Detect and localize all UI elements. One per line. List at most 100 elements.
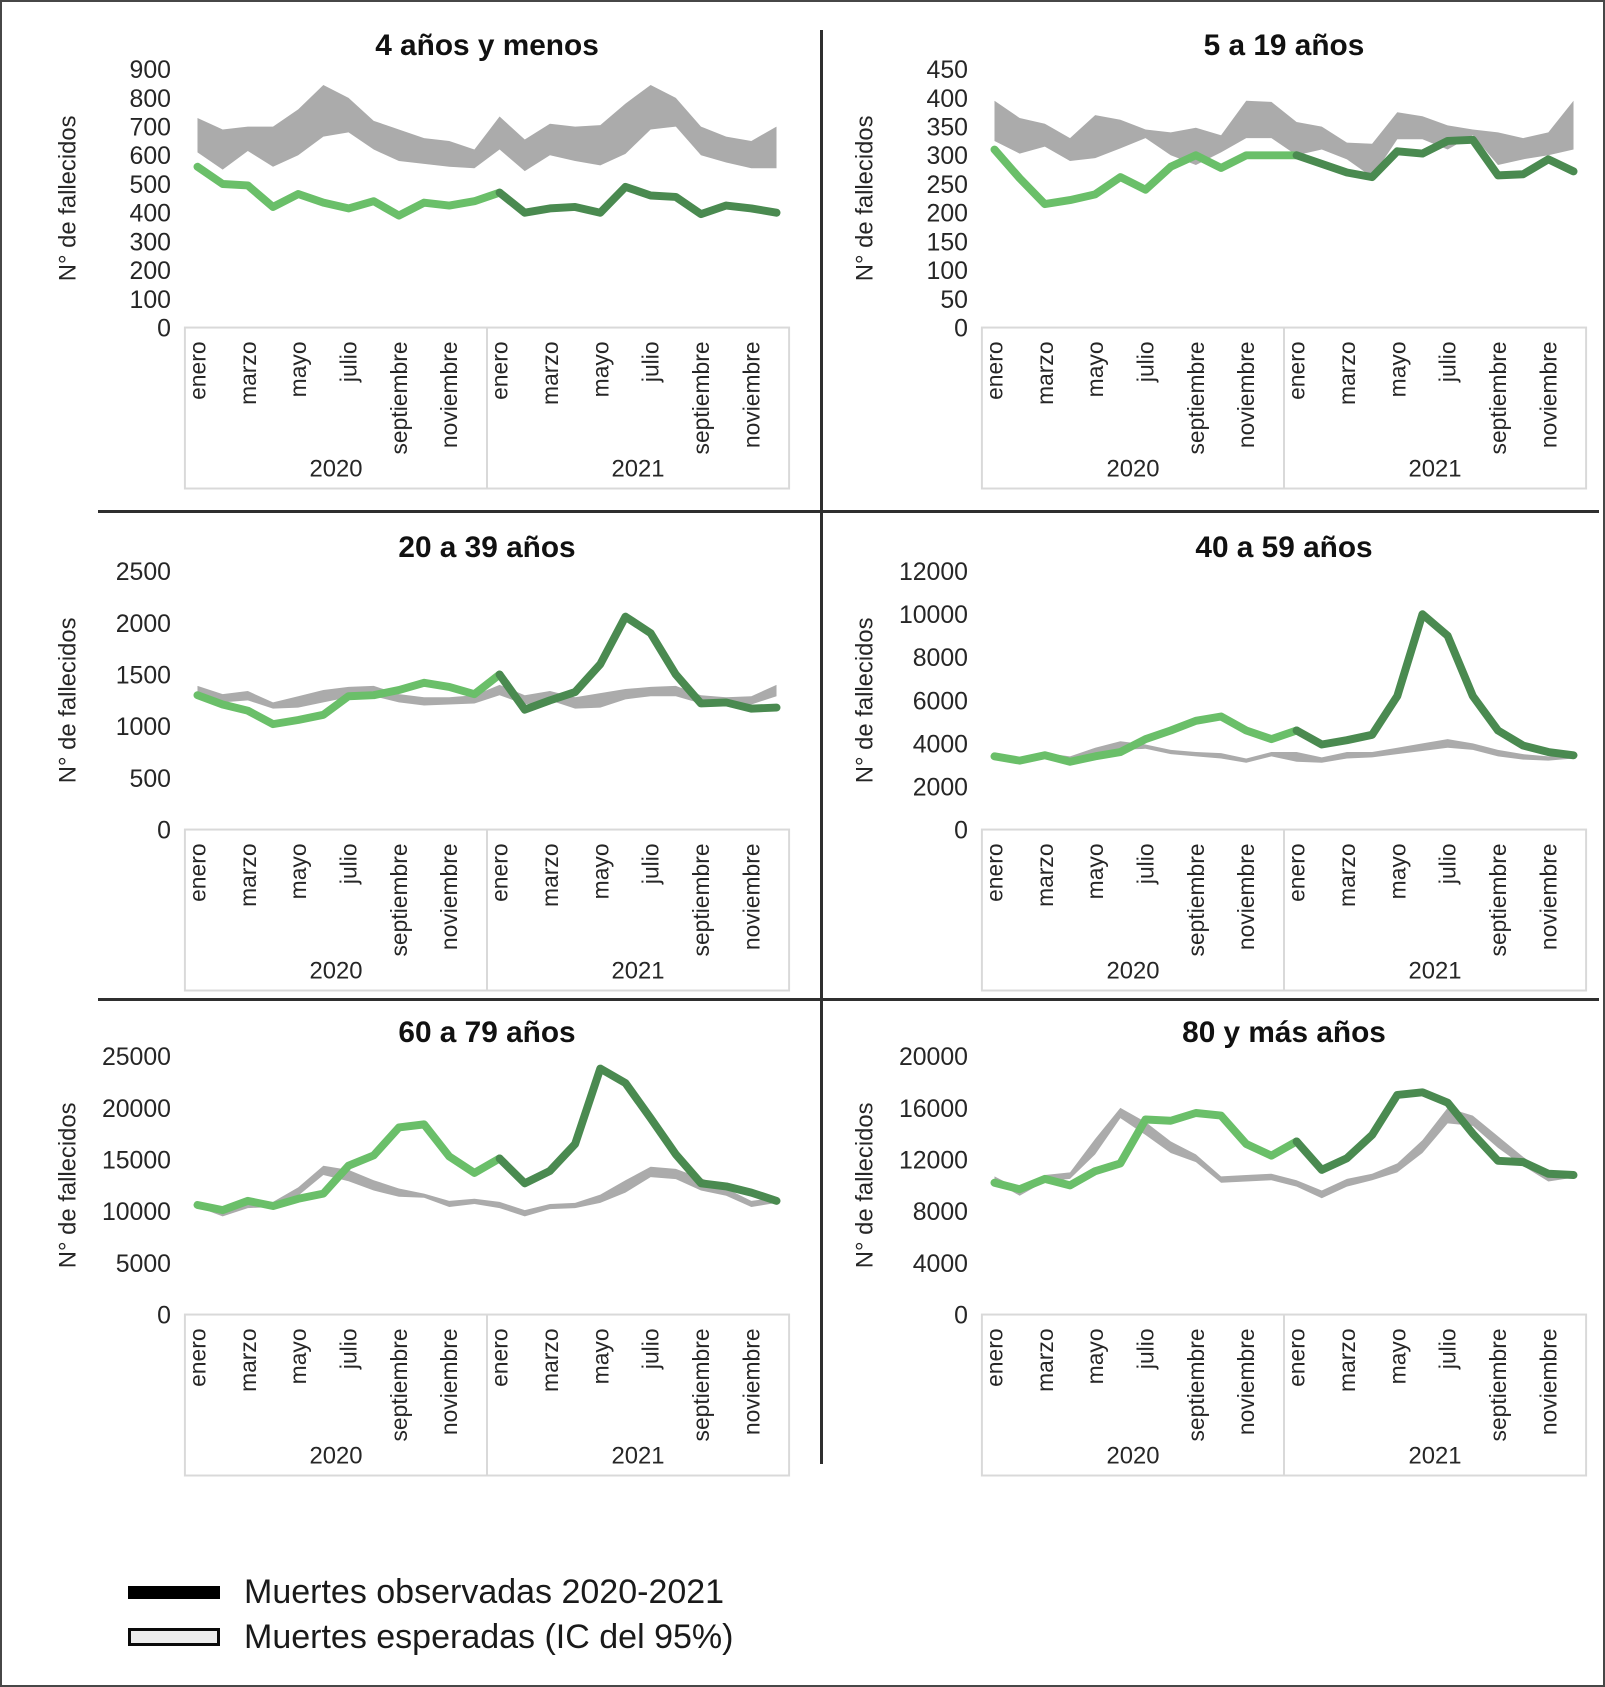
y-tick-label: 10000 <box>899 602 968 629</box>
x-tick-month: julio <box>1435 341 1461 383</box>
y-tick-label: 300 <box>927 143 968 170</box>
x-tick-month: marzo <box>1334 1328 1360 1391</box>
x-tick-year: 2020 <box>1106 456 1159 483</box>
observed-line-2020 <box>990 1109 1301 1194</box>
observed-line-2021 <box>495 182 781 219</box>
y-axis-title: N° de fallecidos <box>55 1102 82 1268</box>
x-tick-month: septiembre <box>386 1328 412 1441</box>
observed-line-2020 <box>990 145 1301 209</box>
y-tick-label: 0 <box>157 315 171 342</box>
legend-label-observed: Muertes observadas 2020-2021 <box>244 1572 725 1611</box>
divider-vertical <box>820 30 823 1464</box>
expected-band <box>994 100 1574 178</box>
y-tick-label: 5000 <box>116 1251 171 1278</box>
y-axis-title: N° de fallecidos <box>852 115 879 281</box>
x-tick-year: 2021 <box>612 958 665 985</box>
x-tick-month: marzo <box>235 341 261 404</box>
y-tick-label: 2000 <box>913 774 968 801</box>
x-tick-year: 2021 <box>1409 958 1462 985</box>
x-tick-month: enero <box>184 1328 210 1386</box>
x-tick-month: noviembre <box>1233 341 1259 448</box>
y-tick-label: 25000 <box>102 1044 171 1071</box>
x-tick-month: enero <box>981 1328 1007 1386</box>
x-tick-month: enero <box>1284 341 1310 399</box>
x-tick-month: enero <box>487 843 513 901</box>
x-tick-month: noviembre <box>738 1328 764 1435</box>
x-tick-month: julio <box>336 1328 362 1370</box>
x-tick-month: septiembre <box>1183 341 1209 454</box>
x-tick-month: marzo <box>235 843 261 906</box>
observed-line-2021 <box>495 1064 781 1205</box>
x-tick-month: septiembre <box>688 1328 714 1441</box>
y-tick-label: 4000 <box>913 1251 968 1278</box>
x-tick-month: septiembre <box>688 843 714 956</box>
y-tick-label: 8000 <box>913 645 968 672</box>
chart-canvas-20-39: 20 a 39 años 0 500 1000 1500 2000 2500 N° de fa… <box>55 531 791 992</box>
y-tick-label: 2500 <box>116 559 171 586</box>
y-tick-label: 100 <box>130 287 171 314</box>
x-tick-month: noviembre <box>738 843 764 950</box>
y-tick-label: 1000 <box>116 714 171 741</box>
y-tick-label: 900 <box>130 57 171 84</box>
x-tick-month: enero <box>184 843 210 901</box>
x-tick-month: marzo <box>1032 843 1058 906</box>
x-tick-month: noviembre <box>1535 341 1561 448</box>
observed-line-2020 <box>193 670 504 729</box>
y-tick-label: 450 <box>927 57 968 84</box>
observed-line-2021 <box>1292 135 1578 182</box>
x-tick-month: mayo <box>1082 341 1108 397</box>
x-tick-year: 2021 <box>1409 456 1462 483</box>
y-tick-label: 20000 <box>102 1096 171 1123</box>
observed-line-2021 <box>1292 610 1578 760</box>
chart-edad-20-39: 20 a 39 años 0 500 1000 1500 2000 2500 N° de fa… <box>10 518 805 996</box>
y-tick-label: 4000 <box>913 731 968 758</box>
y-tick-label: 600 <box>130 143 171 170</box>
y-axis-title: N° de fallecidos <box>55 115 82 281</box>
legend-item-expected: Muertes esperadas (IC del 95%) <box>128 1617 734 1656</box>
x-tick-month: julio <box>1435 843 1461 885</box>
x-tick-month: marzo <box>1032 341 1058 404</box>
x-tick-month: noviembre <box>436 1328 462 1435</box>
x-tick-month: septiembre <box>688 341 714 454</box>
x-tick-month: mayo <box>1384 341 1410 397</box>
chart-title: 4 años y menos <box>375 29 599 62</box>
divider-horizontal-top <box>98 510 1599 513</box>
x-tick-month: septiembre <box>1485 341 1511 454</box>
chart-canvas-60-79: 60 a 79 años 0 5000 10000 15000 20000 25000 N° … <box>55 1016 791 1477</box>
x-tick-month: enero <box>1284 1328 1310 1386</box>
x-tick-year: 2020 <box>309 958 362 985</box>
y-tick-label: 700 <box>130 115 171 142</box>
y-tick-label: 1500 <box>116 662 171 689</box>
chart-edad-60-79: 60 a 79 años 0 5000 10000 15000 20000 25000 N° … <box>10 1003 805 1481</box>
x-tick-month: septiembre <box>1183 1328 1209 1441</box>
y-tick-label: 200 <box>130 258 171 285</box>
x-tick-month: noviembre <box>436 843 462 950</box>
x-tick-month: noviembre <box>1535 843 1561 950</box>
x-tick-month: julio <box>1435 1328 1461 1370</box>
x-tick-month: marzo <box>235 1328 261 1391</box>
x-tick-year: 2021 <box>612 456 665 483</box>
x-tick-month: enero <box>981 341 1007 399</box>
expected-band <box>197 684 777 709</box>
chart-legend: Muertes observadas 2020-2021 Muertes esp… <box>128 1572 734 1664</box>
x-tick-month: noviembre <box>1233 843 1259 950</box>
observed-line-2020 <box>990 712 1301 766</box>
x-tick-month: mayo <box>1384 1328 1410 1384</box>
x-tick-month: mayo <box>1384 843 1410 899</box>
x-tick-month: julio <box>1133 341 1159 383</box>
expected-band-swatch-icon <box>128 1628 220 1646</box>
x-tick-month: marzo <box>537 1328 563 1391</box>
x-tick-month: enero <box>487 1328 513 1386</box>
y-axis-title: N° de fallecidos <box>55 617 82 783</box>
legend-label-expected: Muertes esperadas (IC del 95%) <box>244 1617 734 1656</box>
y-tick-label: 100 <box>927 258 968 285</box>
chart-edad-80-mas: 80 y más años 0 4000 8000 12000 16000 20000 N° … <box>807 1003 1602 1481</box>
x-tick-year: 2020 <box>309 456 362 483</box>
x-tick-month: mayo <box>587 843 613 899</box>
x-tick-month: septiembre <box>386 843 412 956</box>
y-tick-label: 20000 <box>899 1044 968 1071</box>
x-tick-month: enero <box>487 341 513 399</box>
y-tick-label: 400 <box>927 86 968 113</box>
x-tick-month: enero <box>184 341 210 399</box>
x-tick-month: mayo <box>1082 1328 1108 1384</box>
